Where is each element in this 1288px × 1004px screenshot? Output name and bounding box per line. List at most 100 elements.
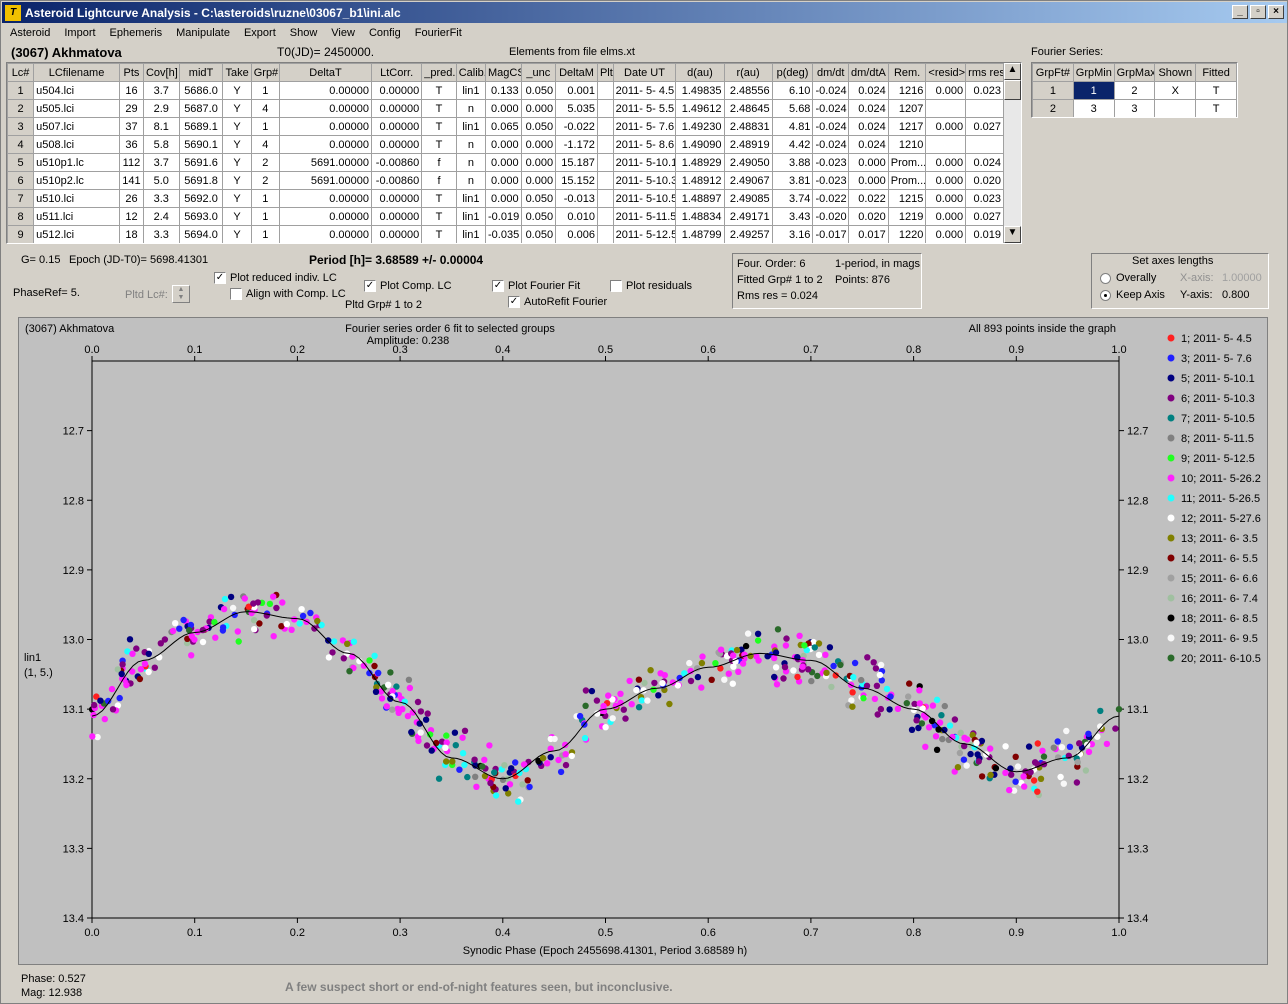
table-cell[interactable]: 2011- 5- 7.6: [612, 117, 677, 136]
scroll-up-button[interactable]: ▲: [1004, 63, 1021, 80]
table-cell[interactable]: 0.023: [965, 81, 1004, 100]
table-cell[interactable]: 5692.0: [178, 189, 224, 208]
column-header[interactable]: _pred.: [421, 63, 457, 82]
fourier-cell[interactable]: T: [1195, 81, 1237, 100]
table-cell[interactable]: 0.017: [848, 225, 889, 243]
table-cell[interactable]: 3.16: [771, 225, 814, 243]
table-cell[interactable]: 0.000: [925, 189, 967, 208]
table-cell[interactable]: 0.024: [848, 117, 889, 136]
table-cell[interactable]: 5691.00000: [278, 153, 373, 172]
table-cell[interactable]: 0.00000: [278, 81, 373, 100]
table-cell[interactable]: lin1: [455, 117, 487, 136]
table-cell[interactable]: 4.81: [771, 117, 814, 136]
table-cell[interactable]: n: [455, 99, 487, 118]
menu-fourierfit[interactable]: FourierFit: [414, 27, 462, 39]
table-cell[interactable]: 0.050: [520, 189, 557, 208]
table-cell[interactable]: -0.023: [812, 153, 849, 172]
table-cell[interactable]: [925, 99, 967, 118]
column-header[interactable]: midT: [178, 63, 224, 82]
column-header[interactable]: Cov[h]: [142, 63, 180, 82]
table-cell[interactable]: 2011- 5- 4.5: [612, 81, 677, 100]
table-cell[interactable]: -0.024: [812, 81, 849, 100]
table-cell[interactable]: 1.48929: [675, 153, 725, 172]
table-cell[interactable]: -0.00860: [371, 171, 423, 190]
table-cell[interactable]: 3: [7, 117, 35, 136]
table-cell[interactable]: 0.000: [925, 207, 967, 226]
fourier-cell[interactable]: 2: [1113, 81, 1156, 100]
table-cell[interactable]: 2011- 5-11.5: [612, 207, 677, 226]
table-cell[interactable]: 1.48799: [675, 225, 725, 243]
table-cell[interactable]: 1.48834: [675, 207, 725, 226]
column-header[interactable]: <resid>: [925, 63, 967, 82]
table-cell[interactable]: 2.48645: [723, 99, 773, 118]
table-cell[interactable]: 0.00000: [278, 207, 373, 226]
table-cell[interactable]: u510.lci: [33, 189, 120, 208]
table-cell[interactable]: 1: [250, 207, 280, 226]
table-cell[interactable]: 6: [7, 171, 35, 190]
align-checkbox[interactable]: Align with Comp. LC: [230, 288, 346, 301]
scroll-thumb[interactable]: [1004, 80, 1021, 100]
menu-ephemeris[interactable]: Ephemeris: [109, 27, 163, 39]
column-header[interactable]: rms res: [965, 63, 1004, 82]
menu-config[interactable]: Config: [368, 27, 401, 39]
table-cell[interactable]: 5691.6: [178, 153, 224, 172]
table-cell[interactable]: u505.lci: [33, 99, 120, 118]
table-cell[interactable]: lin1: [455, 207, 487, 226]
table-cell[interactable]: Prom...: [887, 171, 927, 190]
table-cell[interactable]: 2011- 5-10.1: [612, 153, 677, 172]
table-cell[interactable]: T: [421, 135, 457, 154]
table-cell[interactable]: 8.1: [142, 117, 180, 136]
table-cell[interactable]: T: [421, 81, 457, 100]
table-cell[interactable]: 36: [118, 135, 144, 154]
table-cell[interactable]: 0.000: [485, 171, 522, 190]
table-cell[interactable]: u512.lci: [33, 225, 120, 243]
table-cell[interactable]: u504.lci: [33, 81, 120, 100]
menu-show[interactable]: Show: [289, 27, 318, 39]
table-cell[interactable]: 0.000: [925, 117, 967, 136]
table-cell[interactable]: 15.152: [555, 171, 598, 190]
fourier-cell[interactable]: 3: [1113, 99, 1156, 117]
table-cell[interactable]: 5: [7, 153, 35, 172]
table-cell[interactable]: 1215: [887, 189, 927, 208]
table-cell[interactable]: [596, 153, 614, 172]
table-cell[interactable]: 3.74: [771, 189, 814, 208]
lightcurve-plot[interactable]: (3067) Akhmatova Fourier series order 6 …: [18, 317, 1268, 965]
minimize-button[interactable]: _: [1232, 5, 1248, 19]
table-cell[interactable]: -0.013: [555, 189, 598, 208]
table-cell[interactable]: Y: [222, 189, 252, 208]
table-cell[interactable]: 2.48556: [723, 81, 773, 100]
table-cell[interactable]: 1.48897: [675, 189, 725, 208]
table-cell[interactable]: -0.019: [485, 207, 522, 226]
fourier-cell[interactable]: 1: [1072, 81, 1115, 100]
table-cell[interactable]: 0.065: [485, 117, 522, 136]
table-cell[interactable]: -0.00860: [371, 153, 423, 172]
table-cell[interactable]: 5693.0: [178, 207, 224, 226]
table-cell[interactable]: 5690.1: [178, 135, 224, 154]
table-cell[interactable]: 0.000: [520, 153, 557, 172]
table-cell[interactable]: 2011- 5-12.5: [612, 225, 677, 243]
table-cell[interactable]: 0.00000: [371, 225, 423, 243]
table-cell[interactable]: 1: [250, 189, 280, 208]
table-cell[interactable]: 1.49230: [675, 117, 725, 136]
table-cell[interactable]: 0.00000: [278, 225, 373, 243]
table-cell[interactable]: 0.00000: [371, 117, 423, 136]
table-cell[interactable]: 2.49171: [723, 207, 773, 226]
table-cell[interactable]: [596, 171, 614, 190]
table-cell[interactable]: 15.187: [555, 153, 598, 172]
table-cell[interactable]: 9: [7, 225, 35, 243]
table-cell[interactable]: 1: [250, 81, 280, 100]
table-cell[interactable]: 2011- 5-10.5: [612, 189, 677, 208]
table-cell[interactable]: -1.172: [555, 135, 598, 154]
table-cell[interactable]: 2.9: [142, 99, 180, 118]
table-cell[interactable]: 3.7: [142, 81, 180, 100]
table-cell[interactable]: 2: [250, 171, 280, 190]
menu-import[interactable]: Import: [64, 27, 96, 39]
table-cell[interactable]: -0.022: [555, 117, 598, 136]
table-cell[interactable]: Y: [222, 81, 252, 100]
table-cell[interactable]: 1.49612: [675, 99, 725, 118]
table-cell[interactable]: u510p1.lc: [33, 153, 120, 172]
table-cell[interactable]: 0.00000: [278, 189, 373, 208]
